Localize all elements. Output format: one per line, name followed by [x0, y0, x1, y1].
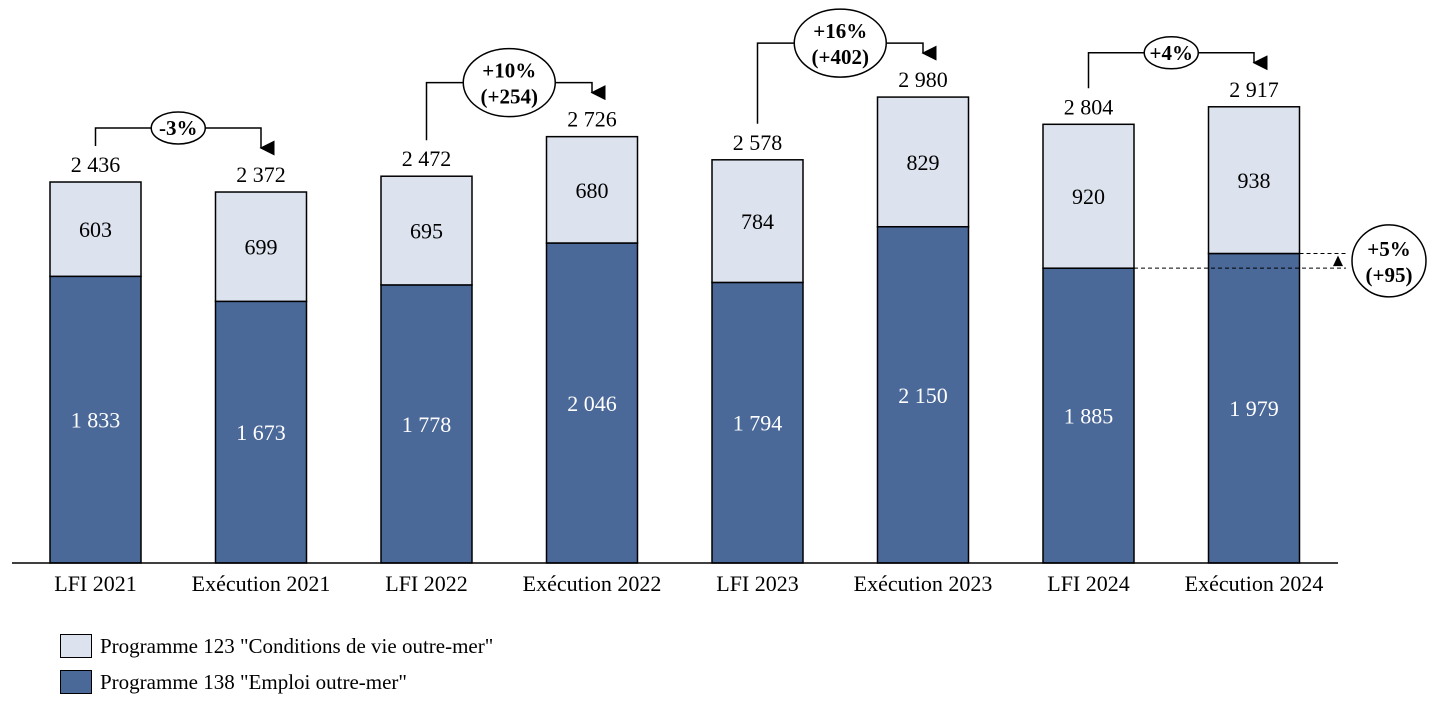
variation-label-2-0: +16% [813, 19, 867, 43]
total-label-6: 2 804 [1064, 94, 1114, 119]
variation-label-1-1: (+254) [481, 85, 538, 109]
bar-programme-123-3 [545, 135, 639, 244]
variation-label-0-0: -3% [159, 116, 198, 140]
variation-bubble-1 [462, 47, 556, 118]
bar-programme-123-5 [876, 96, 970, 228]
data-label-programme-138-3: 2 046 [567, 391, 617, 416]
legend-label-programme-123: Programme 123 "Conditions de vie outre-m… [100, 633, 494, 658]
variation-annotation-3: +4% [1087, 36, 1268, 89]
legend-item-programme-138: Programme 138 "Emploi outre-mer" [60, 664, 493, 700]
bar-programme-123-6 [1042, 123, 1135, 269]
data-label-programme-123-0: 603 [79, 217, 112, 242]
legend-swatch-programme-123 [60, 634, 92, 658]
data-label-programme-138-2: 1 778 [402, 412, 452, 437]
variation-label-3-0: +4% [1150, 41, 1193, 65]
total-label-1: 2 372 [236, 162, 286, 187]
bar-programme-123-2 [380, 175, 473, 286]
programme-138-variation-bubble [1351, 224, 1427, 298]
variation-annotation-1: +10%(+254) [425, 47, 606, 141]
x-tick-label-4: LFI 2023 [716, 571, 799, 596]
bar-programme-123-0 [49, 181, 142, 278]
legend-item-programme-123: Programme 123 "Conditions de vie outre-m… [60, 628, 493, 664]
data-label-programme-138-4: 1 794 [733, 411, 783, 436]
x-tick-label-5: Exécution 2023 [854, 571, 993, 596]
up-arrow-icon [1333, 255, 1343, 267]
data-label-programme-138-6: 1 885 [1064, 404, 1114, 429]
bar-programme-138-6 [1042, 267, 1135, 564]
variation-label-2-1: (+402) [812, 45, 869, 69]
data-label-programme-123-1: 699 [245, 235, 278, 260]
bar-programme-138-2 [380, 284, 473, 564]
legend-label-programme-138: Programme 138 "Emploi outre-mer" [100, 669, 407, 694]
x-tick-label-6: LFI 2024 [1047, 571, 1130, 596]
total-label-3: 2 726 [567, 107, 617, 132]
legend-swatch-programme-138 [60, 670, 92, 694]
x-tick-label-3: Exécution 2022 [523, 571, 662, 596]
total-label-0: 2 436 [71, 152, 121, 177]
variation-bubble-3 [1143, 36, 1199, 70]
data-label-programme-123-3: 680 [576, 178, 609, 203]
bar-programme-123-1 [214, 191, 308, 303]
data-label-programme-138-1: 1 673 [236, 420, 286, 445]
data-label-programme-138-7: 1 979 [1229, 396, 1279, 421]
x-tick-label-2: LFI 2022 [385, 571, 468, 596]
bar-programme-138-5 [876, 225, 970, 564]
total-label-2: 2 472 [402, 146, 452, 171]
bar-programme-138-0 [49, 275, 142, 564]
variation-bubble-0 [150, 111, 206, 145]
variation-bubble-2 [793, 8, 887, 78]
total-label-4: 2 578 [733, 130, 783, 155]
total-label-5: 2 980 [898, 67, 948, 92]
legend: Programme 123 "Conditions de vie outre-m… [60, 628, 493, 700]
x-tick-label-0: LFI 2021 [54, 571, 137, 596]
bar-programme-123-7 [1207, 106, 1301, 255]
data-label-programme-123-4: 784 [741, 209, 774, 234]
data-label-programme-123-2: 695 [410, 219, 443, 244]
total-label-7: 2 917 [1229, 77, 1279, 102]
x-tick-label-1: Exécution 2021 [192, 571, 331, 596]
programme-138-variation-label-0: +5% [1367, 237, 1410, 261]
data-label-programme-138-5: 2 150 [898, 383, 948, 408]
bar-programme-138-7 [1207, 252, 1301, 564]
variation-label-1-0: +10% [482, 59, 536, 83]
x-tick-label-7: Exécution 2024 [1185, 571, 1324, 596]
data-label-programme-123-6: 920 [1072, 184, 1105, 209]
data-label-programme-123-5: 829 [907, 150, 940, 175]
data-label-programme-138-0: 1 833 [71, 408, 121, 433]
bar-programme-123-4 [711, 159, 804, 284]
variation-annotation-0: -3% [94, 111, 275, 156]
data-label-programme-123-7: 938 [1238, 168, 1271, 193]
programme-138-variation-label-1: (+95) [1366, 263, 1413, 287]
variation-annotation-2: +16%(+402) [756, 8, 937, 124]
programme-138-variation-annotation: +5%(+95) [1134, 224, 1427, 298]
